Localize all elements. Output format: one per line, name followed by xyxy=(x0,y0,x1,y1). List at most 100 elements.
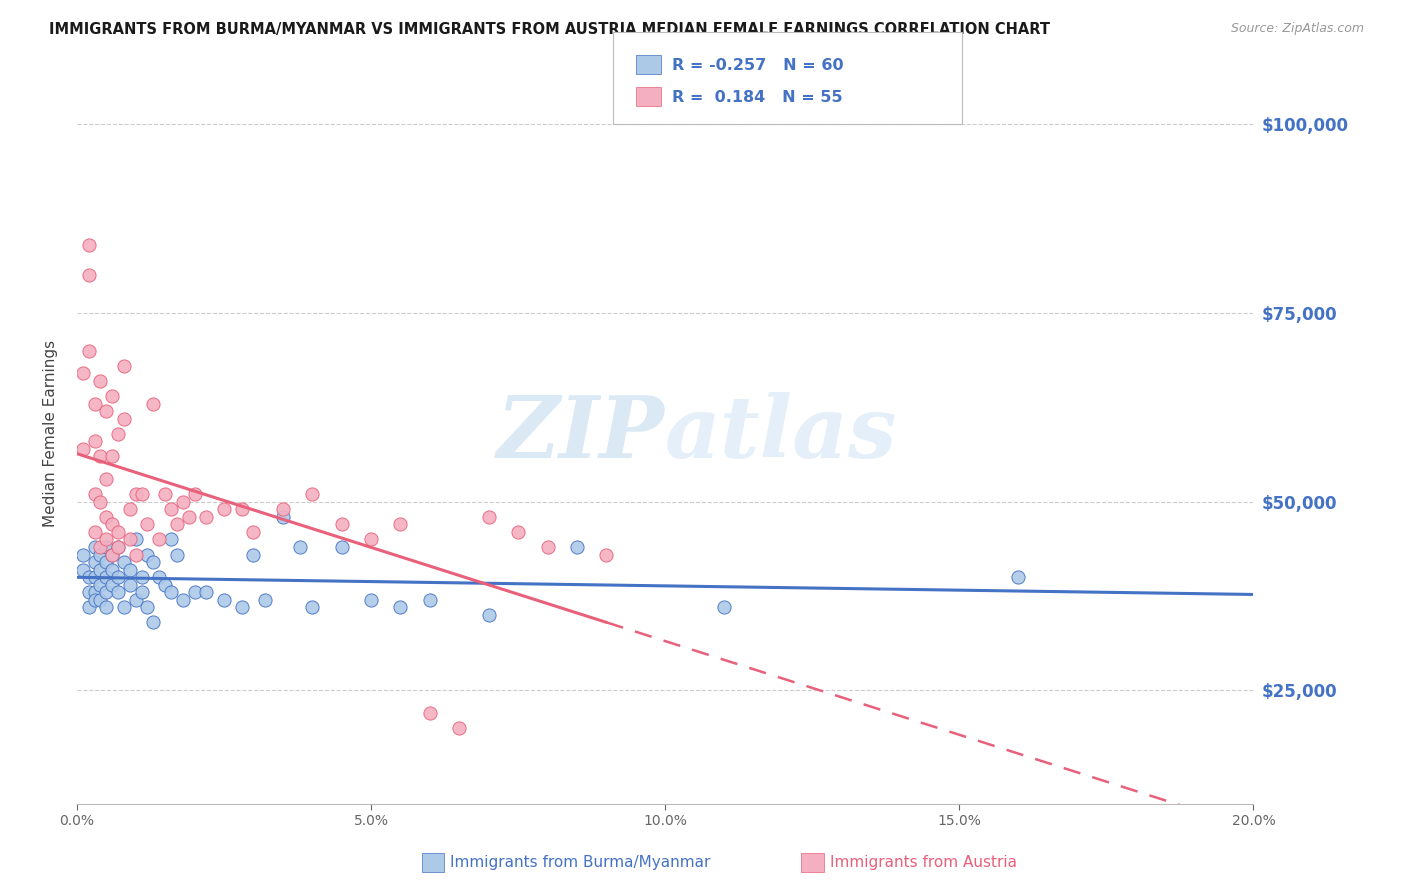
Point xyxy=(713,600,735,615)
Point xyxy=(131,585,153,599)
Point xyxy=(107,524,129,539)
Text: IMMIGRANTS FROM BURMA/MYANMAR VS IMMIGRANTS FROM AUSTRIA MEDIAN FEMALE EARNINGS : IMMIGRANTS FROM BURMA/MYANMAR VS IMMIGRA… xyxy=(49,22,1050,37)
Point xyxy=(172,592,194,607)
Point xyxy=(142,396,165,410)
Point xyxy=(271,509,294,524)
Point xyxy=(101,577,124,591)
Text: R = -0.257   N = 60: R = -0.257 N = 60 xyxy=(672,58,844,72)
Point xyxy=(290,540,312,554)
Point xyxy=(101,548,124,562)
Point xyxy=(83,585,105,599)
Point xyxy=(242,524,264,539)
Point xyxy=(301,487,323,501)
Point xyxy=(142,555,165,569)
Point xyxy=(478,607,501,622)
Point xyxy=(136,548,159,562)
Point xyxy=(195,585,218,599)
Point xyxy=(449,721,471,735)
Point xyxy=(83,487,105,501)
Point xyxy=(89,374,111,388)
Point xyxy=(96,585,118,599)
Point xyxy=(419,592,441,607)
Point xyxy=(89,592,111,607)
Text: Source: ZipAtlas.com: Source: ZipAtlas.com xyxy=(1230,22,1364,36)
Point xyxy=(77,268,100,283)
Point xyxy=(89,548,111,562)
Point xyxy=(83,555,105,569)
Point xyxy=(96,404,118,418)
Point xyxy=(330,517,353,532)
Point xyxy=(166,517,188,532)
Point xyxy=(506,524,529,539)
Point xyxy=(96,472,118,486)
Point xyxy=(330,540,353,554)
Point xyxy=(77,570,100,584)
Point xyxy=(172,494,194,508)
Point xyxy=(118,533,141,547)
Point xyxy=(231,502,253,516)
Point xyxy=(136,517,159,532)
Point xyxy=(101,450,124,464)
Point xyxy=(83,524,105,539)
Point xyxy=(231,600,253,615)
Text: atlas: atlas xyxy=(665,392,897,475)
Point xyxy=(77,343,100,358)
Point xyxy=(112,359,135,373)
Point xyxy=(72,563,94,577)
Point xyxy=(83,570,105,584)
Point xyxy=(72,367,94,381)
Point xyxy=(101,389,124,403)
Text: R =  0.184   N = 55: R = 0.184 N = 55 xyxy=(672,90,842,104)
Y-axis label: Median Female Earnings: Median Female Earnings xyxy=(44,340,58,527)
Point xyxy=(125,592,148,607)
Point xyxy=(83,434,105,449)
Point xyxy=(183,487,205,501)
Point xyxy=(565,540,588,554)
Point xyxy=(77,238,100,252)
Point xyxy=(118,502,141,516)
Point xyxy=(101,563,124,577)
Point xyxy=(148,533,170,547)
Point xyxy=(389,600,412,615)
Point xyxy=(96,570,118,584)
Point xyxy=(96,555,118,569)
Point xyxy=(96,509,118,524)
Point xyxy=(107,426,129,441)
Point xyxy=(107,570,129,584)
Point xyxy=(389,517,412,532)
Point xyxy=(107,540,129,554)
Point xyxy=(595,548,617,562)
Text: ZIP: ZIP xyxy=(498,392,665,475)
Point xyxy=(360,533,382,547)
Point xyxy=(536,540,558,554)
Point xyxy=(112,555,135,569)
Point xyxy=(166,548,188,562)
Point xyxy=(89,494,111,508)
Point xyxy=(131,570,153,584)
Point xyxy=(478,509,501,524)
Point xyxy=(254,592,277,607)
Point xyxy=(419,706,441,720)
Point xyxy=(77,600,100,615)
Point xyxy=(101,517,124,532)
Point xyxy=(177,509,200,524)
Point xyxy=(118,563,141,577)
Point xyxy=(89,540,111,554)
Point xyxy=(112,600,135,615)
Point xyxy=(83,540,105,554)
Point xyxy=(212,502,235,516)
Point xyxy=(148,570,170,584)
Point xyxy=(212,592,235,607)
Point xyxy=(125,548,148,562)
Point xyxy=(160,502,183,516)
Point xyxy=(83,592,105,607)
Point xyxy=(153,487,176,501)
Point xyxy=(195,509,218,524)
Point xyxy=(72,548,94,562)
Point xyxy=(72,442,94,456)
Text: Immigrants from Burma/Myanmar: Immigrants from Burma/Myanmar xyxy=(450,855,710,870)
Point xyxy=(77,585,100,599)
Point xyxy=(160,585,183,599)
Point xyxy=(107,540,129,554)
Point xyxy=(160,533,183,547)
